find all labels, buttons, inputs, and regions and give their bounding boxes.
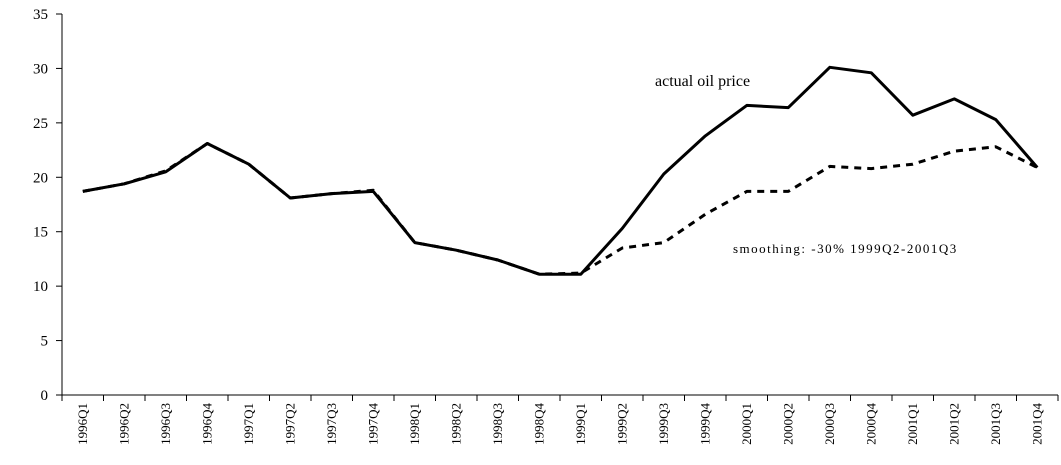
x-tick-label: 2000Q1 (739, 403, 754, 445)
x-tick-label: 1998Q4 (531, 403, 546, 445)
y-tick-label: 20 (33, 170, 48, 186)
x-tick-label: 1997Q3 (324, 403, 339, 445)
annotation: smoothing: -30% 1999Q2-2001Q3 (733, 241, 958, 256)
x-tick-label: 1999Q1 (573, 403, 588, 445)
x-tick-label: 2000Q3 (822, 403, 837, 445)
x-tick-label: 1998Q1 (407, 403, 422, 445)
y-tick-label: 10 (33, 279, 48, 295)
x-tick-label: 1997Q2 (282, 403, 297, 445)
x-tick-label: 2001Q4 (1029, 403, 1044, 445)
x-tick-label: 1998Q3 (490, 403, 505, 445)
x-tick-label: 1999Q2 (614, 403, 629, 445)
x-tick-label: 1999Q3 (656, 403, 671, 445)
y-tick-label: 0 (41, 388, 49, 404)
x-tick-label: 1997Q1 (241, 403, 256, 445)
x-tick-label: 2000Q2 (780, 403, 795, 445)
y-tick-label: 25 (33, 116, 48, 132)
x-tick-label: 1996Q3 (158, 403, 173, 445)
x-tick-label: 1999Q4 (697, 403, 712, 445)
x-tick-label: 1998Q2 (448, 403, 463, 445)
x-tick-label: 1996Q4 (199, 403, 214, 445)
y-tick-label: 15 (33, 225, 48, 241)
x-tick-label: 2000Q4 (863, 403, 878, 445)
y-tick-label: 35 (33, 7, 48, 23)
x-tick-label: 2001Q3 (988, 403, 1003, 445)
y-tick-label: 5 (41, 334, 49, 350)
x-tick-label: 1996Q2 (116, 403, 131, 445)
x-tick-label: 2001Q2 (946, 403, 961, 445)
y-tick-label: 30 (33, 61, 48, 77)
annotation: actual oil price (655, 73, 750, 90)
x-tick-label: 2001Q1 (905, 403, 920, 445)
x-tick-label: 1996Q1 (75, 403, 90, 445)
series-line (82, 65, 1039, 276)
x-tick-label: 1997Q4 (365, 403, 380, 445)
